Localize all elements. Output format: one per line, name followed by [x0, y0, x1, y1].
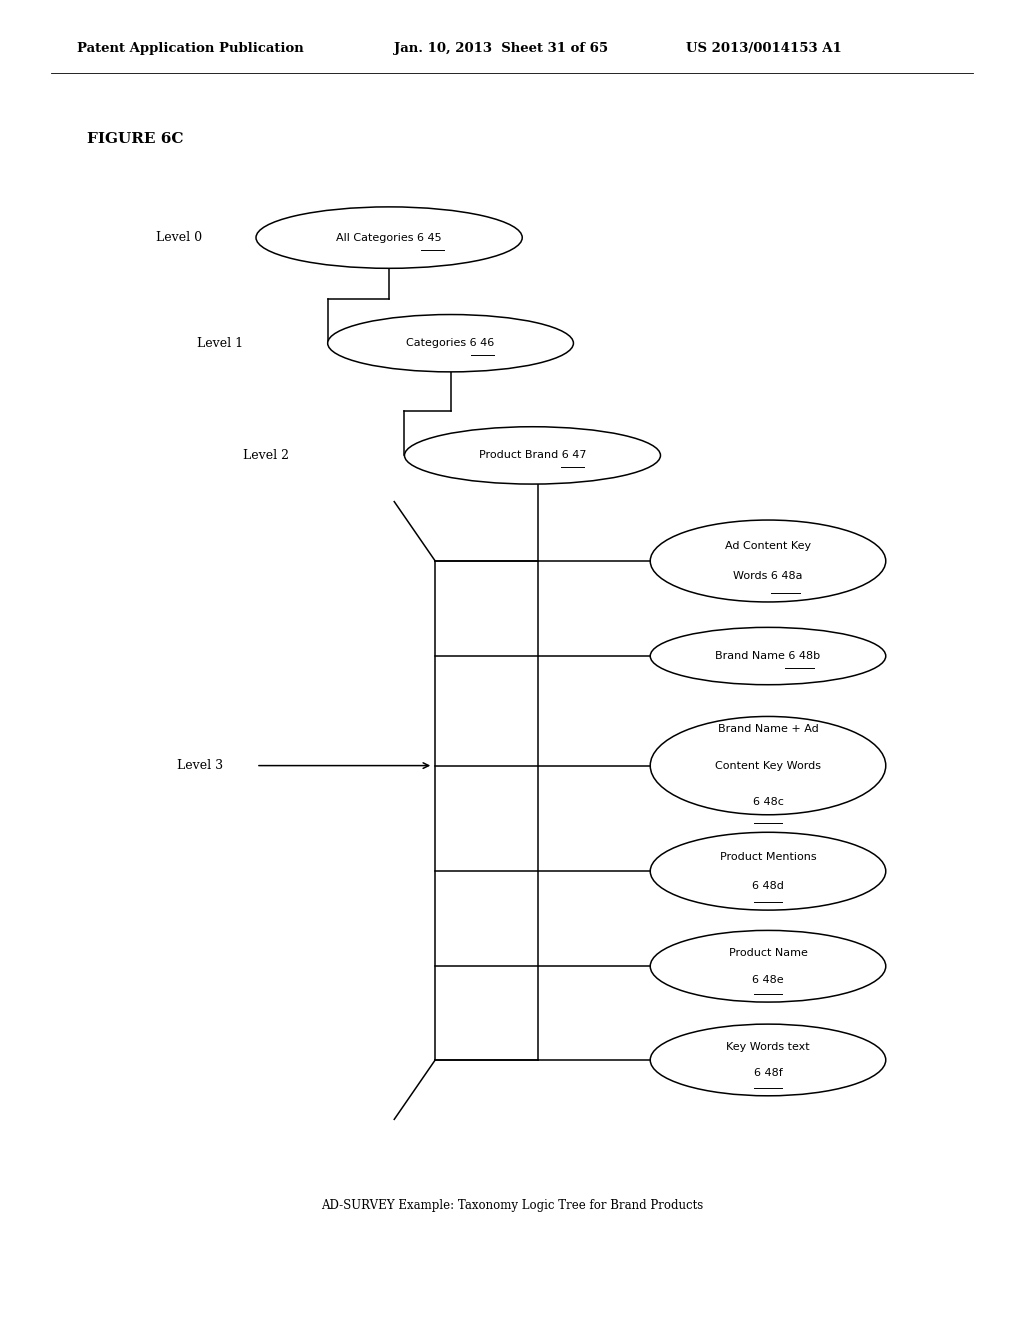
Ellipse shape [404, 426, 660, 484]
Text: Words 6 48a: Words 6 48a [733, 572, 803, 581]
Ellipse shape [650, 1024, 886, 1096]
Text: 6 48c: 6 48c [753, 797, 783, 808]
Text: Categories 6 46: Categories 6 46 [407, 338, 495, 348]
Text: Product Brand 6 47: Product Brand 6 47 [479, 450, 586, 461]
Text: All Categories 6 45: All Categories 6 45 [336, 232, 442, 243]
Ellipse shape [650, 717, 886, 814]
Text: Key Words text: Key Words text [726, 1041, 810, 1052]
Text: 6 48f: 6 48f [754, 1068, 782, 1078]
Ellipse shape [328, 314, 573, 372]
Text: Level 2: Level 2 [244, 449, 289, 462]
Text: Level 0: Level 0 [156, 231, 203, 244]
Text: Brand Name 6 48b: Brand Name 6 48b [716, 651, 820, 661]
Ellipse shape [650, 931, 886, 1002]
Text: Brand Name + Ad: Brand Name + Ad [718, 723, 818, 734]
Text: Content Key Words: Content Key Words [715, 760, 821, 771]
Ellipse shape [650, 627, 886, 685]
Ellipse shape [650, 520, 886, 602]
Text: Level 1: Level 1 [197, 337, 244, 350]
Text: Jan. 10, 2013  Sheet 31 of 65: Jan. 10, 2013 Sheet 31 of 65 [394, 42, 608, 55]
Text: FIGURE 6C: FIGURE 6C [87, 132, 183, 147]
Text: Product Name: Product Name [728, 948, 808, 958]
Text: 6 48d: 6 48d [752, 880, 784, 891]
Text: Ad Content Key: Ad Content Key [725, 541, 811, 550]
Text: Level 3: Level 3 [176, 759, 223, 772]
Text: Patent Application Publication: Patent Application Publication [77, 42, 303, 55]
Text: Product Mentions: Product Mentions [720, 851, 816, 862]
Text: AD-SURVEY Example: Taxonomy Logic Tree for Brand Products: AD-SURVEY Example: Taxonomy Logic Tree f… [321, 1199, 703, 1212]
Ellipse shape [256, 207, 522, 268]
Ellipse shape [650, 833, 886, 909]
Text: US 2013/0014153 A1: US 2013/0014153 A1 [686, 42, 842, 55]
Text: 6 48e: 6 48e [753, 974, 783, 985]
